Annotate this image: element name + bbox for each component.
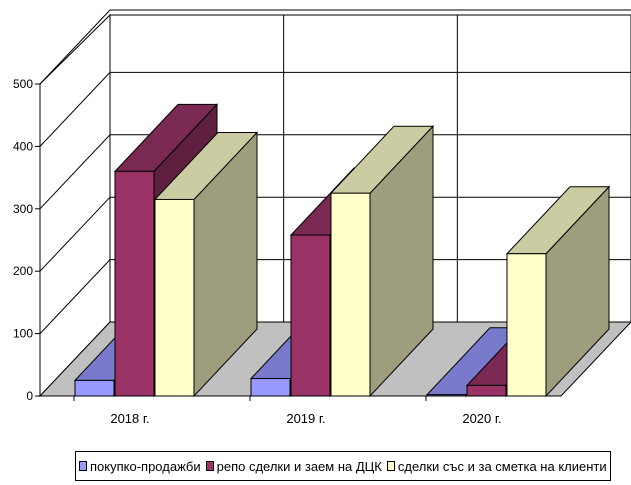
bar [153,131,259,398]
gridlines [39,9,631,334]
legend-swatch-series-2 [205,461,214,471]
y-tick-label: 0 [26,389,33,403]
chart: 0 100 200 300 400 500 2018 г. 2019 г. 2020 г. [13,9,631,426]
y-tick-label: 100 [13,327,33,341]
y-tick-label: 300 [13,202,33,216]
bar [505,185,611,398]
legend-item-series-3: сделки със и за сметка на клиенти [386,458,607,474]
y-tick-label: 200 [13,264,33,278]
bars [73,103,611,398]
gridline [39,9,631,85]
y-tick-label: 500 [13,77,33,91]
y-tick-label: 400 [13,139,33,153]
legend: покупко-продажби репо сделки и заем на Д… [75,451,611,481]
x-tick-label: 2018 г. [110,411,149,426]
y-axis-ticks: 0 100 200 300 400 500 [13,77,40,403]
x-axis-labels: 2018 г. 2019 г. 2020 г. [40,395,561,426]
x-tick-label: 2020 г. [462,411,501,426]
legend-label-series-3: сделки със и за сметка на клиенти [397,458,607,474]
legend-swatch-series-1 [79,461,87,471]
x-tick-label: 2019 г. [286,411,325,426]
legend-swatch-series-3 [386,461,395,471]
legend-item-series-2: репо сделки и заем на ДЦК [205,458,382,474]
legend-item-series-1: покупко-продажби [79,459,201,474]
legend-label-series-2: репо сделки и заем на ДЦК [216,458,382,474]
legend-label-series-1: покупко-продажби [90,458,201,474]
bar [329,124,435,398]
